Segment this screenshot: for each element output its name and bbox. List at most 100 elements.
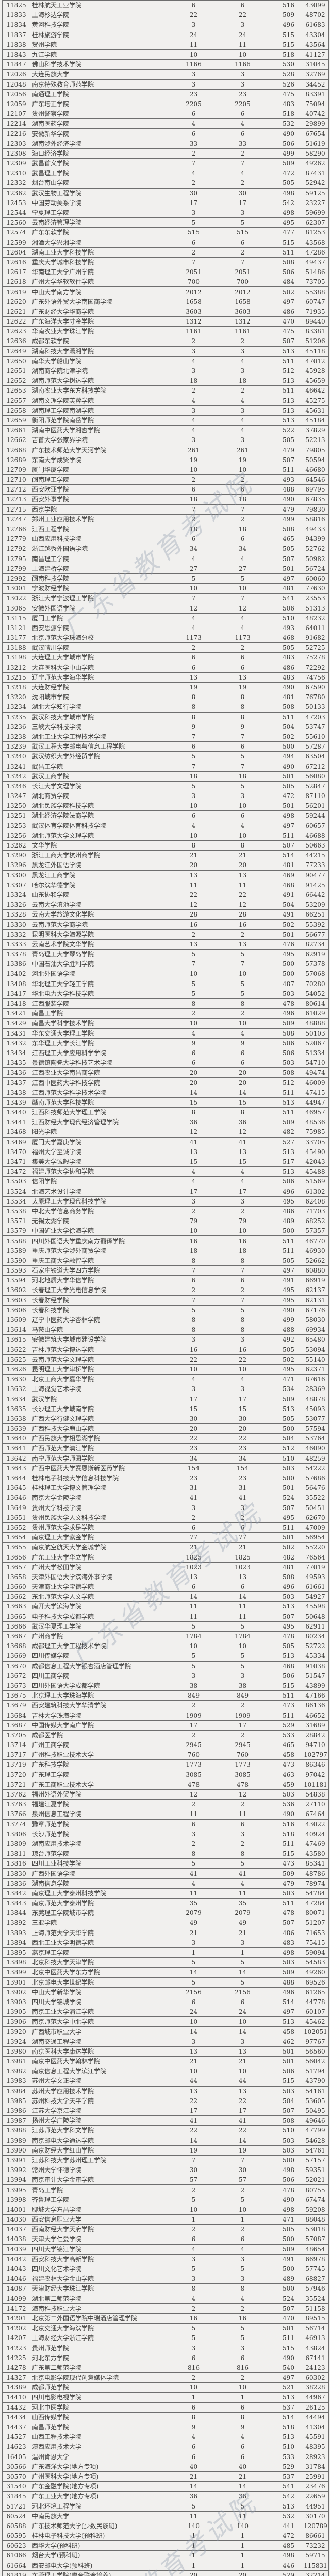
cell-code: 14389 bbox=[2, 2382, 30, 2393]
cell-min-score: 490 bbox=[275, 2352, 302, 2363]
cell-min-score: 513 bbox=[275, 1097, 302, 1108]
cell-plan-count: 2 bbox=[177, 178, 210, 189]
cell-min-rank: 78974 bbox=[302, 1878, 329, 1889]
table-row: 14037 西南财经大学天府学院 2 2 505 53018 bbox=[2, 2224, 329, 2235]
cell-min-score: 501 bbox=[275, 929, 302, 940]
cell-min-rank: 58816 bbox=[302, 514, 329, 524]
cell-code: 30570 bbox=[2, 2471, 30, 2482]
cell-plan-count: 35 bbox=[177, 1897, 210, 1909]
cell-filed-count: 5 bbox=[210, 978, 275, 989]
cell-filed-count: 14 bbox=[210, 1967, 275, 1978]
cell-min-score: 489 bbox=[275, 2274, 302, 2284]
cell-filed-count: 2 bbox=[210, 148, 275, 159]
cell-school-name: 湖南交通工程学院 bbox=[30, 2036, 177, 2047]
table-row: 13988 江苏师范大学科文学院 22 22 510 47799 bbox=[2, 2125, 329, 2136]
cell-plan-count: 4 bbox=[177, 1374, 210, 1385]
cell-min-score: 505 bbox=[275, 1413, 302, 1425]
cell-min-score: 541 bbox=[275, 2481, 302, 2492]
cell-school-name: 湖北经济学院法商学院 bbox=[30, 810, 177, 821]
cell-school-name: 广西外国语学院 bbox=[30, 1868, 177, 1879]
cell-filed-count: 23 bbox=[210, 1443, 275, 1454]
table-row: 13669 四川传媒学院 5 5 513 45334 bbox=[2, 1651, 329, 1662]
cell-plan-count: 6 bbox=[177, 1522, 210, 1533]
cell-code: 60524 bbox=[2, 2511, 30, 2521]
cell-min-score: 514 bbox=[275, 1996, 302, 2008]
cell-min-rank: 45462 bbox=[302, 2016, 329, 2027]
cell-min-rank: 50648 bbox=[302, 1611, 329, 1622]
cell-min-rank: 45118 bbox=[302, 346, 329, 357]
cell-min-rank: 57686 bbox=[302, 1472, 329, 1484]
cell-plan-count: 3 bbox=[177, 2343, 210, 2353]
cell-min-rank: 41304 bbox=[302, 2421, 329, 2433]
cell-code: 13687 bbox=[2, 1720, 30, 1731]
cell-min-rank: 31689 bbox=[302, 1720, 329, 1731]
cell-filed-count: 6 bbox=[210, 0, 275, 11]
cell-min-score: 501 bbox=[275, 2056, 302, 2067]
cell-code: 60623 bbox=[2, 2540, 30, 2551]
cell-filed-count: 4 bbox=[210, 1176, 275, 1187]
table-row: 14327 北京电影学院现代创意媒体学院 2 2 497 60302 bbox=[2, 2372, 329, 2383]
cell-code: 13667 bbox=[2, 1631, 30, 1642]
table-row: 13984 苏州大学应用技术学院 13 13 503 54161 bbox=[2, 2086, 329, 2096]
cell-plan-count: 18 bbox=[177, 523, 210, 535]
cell-school-name: 成都医学院 bbox=[30, 1730, 177, 1741]
table-row: 12453 中国劳动关系学院 17 17 542 23227 bbox=[2, 197, 329, 208]
cell-min-score: 530 bbox=[275, 59, 302, 70]
cell-filed-count: 10 bbox=[210, 1018, 275, 1029]
table-row: 13402 河北外国语学院 10 10 500 57068 bbox=[2, 969, 329, 979]
cell-min-rank: 86661 bbox=[302, 2530, 329, 2541]
cell-school-name: 烟台南山学院 bbox=[30, 178, 177, 189]
table-row: 13538 中北大学信息商务学院 2 2 486 71703 bbox=[2, 1206, 329, 1217]
cell-min-rank: 56560 bbox=[302, 2046, 329, 2057]
cell-min-rank: 102797 bbox=[302, 1750, 329, 1760]
cell-min-rank: 59208 bbox=[302, 2204, 329, 2215]
cell-filed-count: 11 bbox=[210, 1601, 275, 1612]
cell-code: 13675 bbox=[2, 1690, 30, 1701]
cell-code: 13579 bbox=[2, 1226, 30, 1236]
cell-plan-count: 2 bbox=[177, 2224, 210, 2235]
cell-min-score: 493 bbox=[275, 622, 302, 634]
table-row: 30570 广州医科大学(地方专项) 21 21 537 25991 bbox=[2, 2471, 329, 2482]
cell-min-score: 501 bbox=[275, 563, 302, 574]
cell-min-score: 513 bbox=[275, 2501, 302, 2512]
cell-filed-count: 49 bbox=[210, 1918, 275, 1928]
cell-min-score: 500 bbox=[275, 1472, 302, 1484]
cell-min-score: 509 bbox=[275, 1868, 302, 1879]
cell-min-score: 488 bbox=[275, 1977, 302, 1988]
cell-code: 12712 bbox=[2, 484, 30, 495]
cell-min-score: 473 bbox=[275, 1700, 302, 1711]
cell-min-score: 511 bbox=[275, 1838, 302, 1850]
cell-min-rank: 66978 bbox=[302, 2253, 329, 2264]
cell-school-name: 南京工业大学浦江学院 bbox=[30, 2007, 177, 2018]
cell-plan-count: 1023 bbox=[177, 1562, 210, 1572]
cell-plan-count: 8 bbox=[177, 1107, 210, 1118]
cell-filed-count: 6 bbox=[210, 1047, 275, 1059]
cell-min-score: 498 bbox=[275, 207, 302, 218]
cell-filed-count: 2 bbox=[210, 474, 275, 485]
cell-min-rank: 43580 bbox=[302, 1849, 329, 1859]
cell-min-rank: 60657 bbox=[302, 820, 329, 831]
cell-min-rank: 85341 bbox=[302, 1858, 329, 1869]
cell-plan-count: 515 bbox=[177, 227, 210, 238]
cell-school-name: 无锡太湖学院 bbox=[30, 1216, 177, 1227]
table-row: 14038 天津大学仁爱学院 6 6 500 57087 bbox=[2, 2234, 329, 2245]
cell-school-name: 齐鲁理工学院 bbox=[30, 2194, 177, 2205]
cell-min-score: 509 bbox=[275, 1117, 302, 1128]
cell-min-score: 501 bbox=[275, 2323, 302, 2334]
cell-filed-count: 5 bbox=[210, 573, 275, 584]
cell-school-name: 豫章师范学院 bbox=[30, 1819, 177, 1829]
table-row: 13326 云南大学滇池学院 12 12 504 53209 bbox=[2, 900, 329, 910]
cell-code: 11843 bbox=[2, 49, 30, 60]
cell-min-rank: 43099 bbox=[302, 0, 329, 11]
table-row: 14087 天津财经大学珠江学院 8 8 500 57946 bbox=[2, 2283, 329, 2294]
cell-plan-count: 5 bbox=[177, 1651, 210, 1662]
table-row: 14223 贵州师范学院 3 3 515 43824 bbox=[2, 2343, 329, 2353]
cell-plan-count: 13 bbox=[177, 870, 210, 880]
cell-plan-count: 6 bbox=[177, 1047, 210, 1059]
cell-min-rank: 75278 bbox=[302, 652, 329, 663]
cell-code: 13982 bbox=[2, 2066, 30, 2077]
cell-school-name: 广东技术师范大学(少数民族班) bbox=[30, 2520, 177, 2532]
cell-school-name: 南昌理工学院 bbox=[30, 553, 177, 564]
cell-min-score: 482 bbox=[275, 1552, 302, 1563]
